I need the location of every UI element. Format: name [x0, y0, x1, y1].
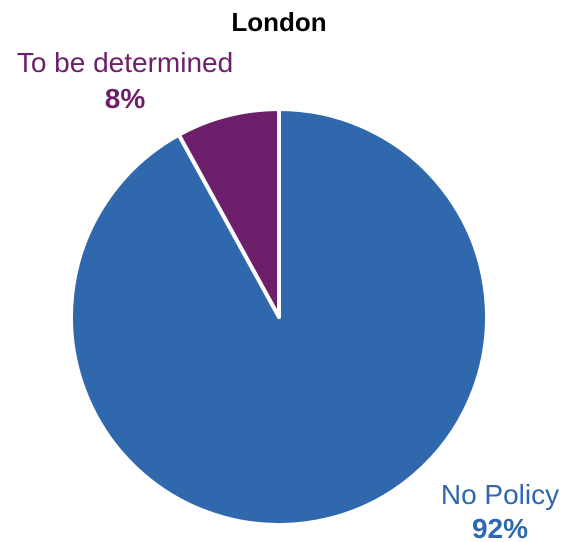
- pie-slices: [71, 109, 487, 525]
- slice-value-no-policy: 92%: [472, 513, 528, 542]
- chart-title: London: [231, 7, 326, 37]
- slice-value-to-be-determined: 8%: [105, 83, 146, 114]
- slice-label-to-be-determined: To be determined: [17, 47, 233, 78]
- slice-label-no-policy: No Policy: [441, 479, 559, 510]
